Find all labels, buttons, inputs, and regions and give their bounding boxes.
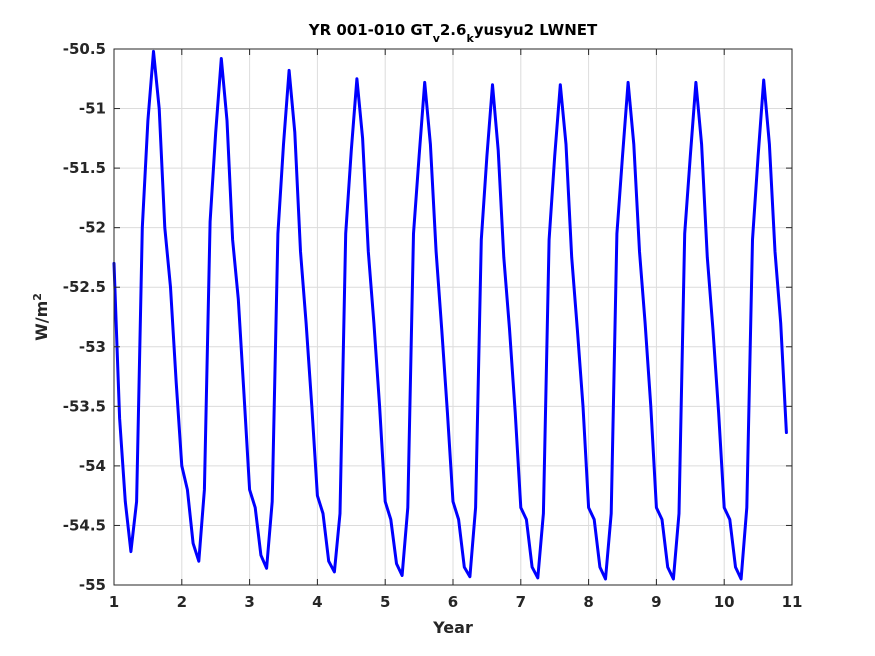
y-tick-label: -54.5 xyxy=(63,516,106,534)
chart-title-part: 2.6 xyxy=(440,21,467,39)
y-tick-label: -54 xyxy=(79,457,106,475)
y-tick-label: -53.5 xyxy=(63,397,106,415)
y-tick-label: -55 xyxy=(79,576,106,594)
x-tick-label: 6 xyxy=(448,593,458,611)
x-tick-label: 4 xyxy=(312,593,322,611)
x-tick-label: 10 xyxy=(714,593,735,611)
y-tick-label: -51.5 xyxy=(63,159,106,177)
y-tick-label: -50.5 xyxy=(63,40,106,58)
y-axis-title-base: W/m xyxy=(32,301,51,341)
chart-title: YR 001-010 GTv2.6kyusyu2 LWNET xyxy=(308,21,598,45)
y-axis-title-superscript: 2 xyxy=(31,293,44,301)
y-axis: -55 -54.5 -54 -53.5 -53 -52.5 -52 -51.5 -51 -50.5 xyxy=(63,40,792,594)
series-layer xyxy=(112,49,788,581)
chart-title-part: yusyu2 LWNET xyxy=(474,21,598,39)
chart-title-subscript: k xyxy=(466,32,474,45)
chart-title-part: YR 001-010 GT xyxy=(308,21,434,39)
y-tick-label: -52.5 xyxy=(63,278,106,296)
x-tick-label: 3 xyxy=(244,593,254,611)
x-axis: 1 2 3 4 5 6 7 8 9 10 11 xyxy=(109,49,803,611)
y-tick-label: -51 xyxy=(79,100,106,118)
x-axis-title: Year xyxy=(432,618,473,637)
x-tick-label: 5 xyxy=(380,593,390,611)
x-tick-label: 7 xyxy=(516,593,526,611)
x-tick-label: 1 xyxy=(109,593,119,611)
series-line xyxy=(112,49,788,581)
x-tick-label: 9 xyxy=(651,593,661,611)
chart-title-subscript: v xyxy=(433,32,441,45)
x-tick-label: 11 xyxy=(782,593,803,611)
y-tick-label: -52 xyxy=(79,219,106,237)
x-tick-label: 8 xyxy=(583,593,593,611)
y-axis-title: W/m2 xyxy=(31,293,52,341)
x-tick-label: 2 xyxy=(177,593,187,611)
y-tick-label: -53 xyxy=(79,338,106,356)
